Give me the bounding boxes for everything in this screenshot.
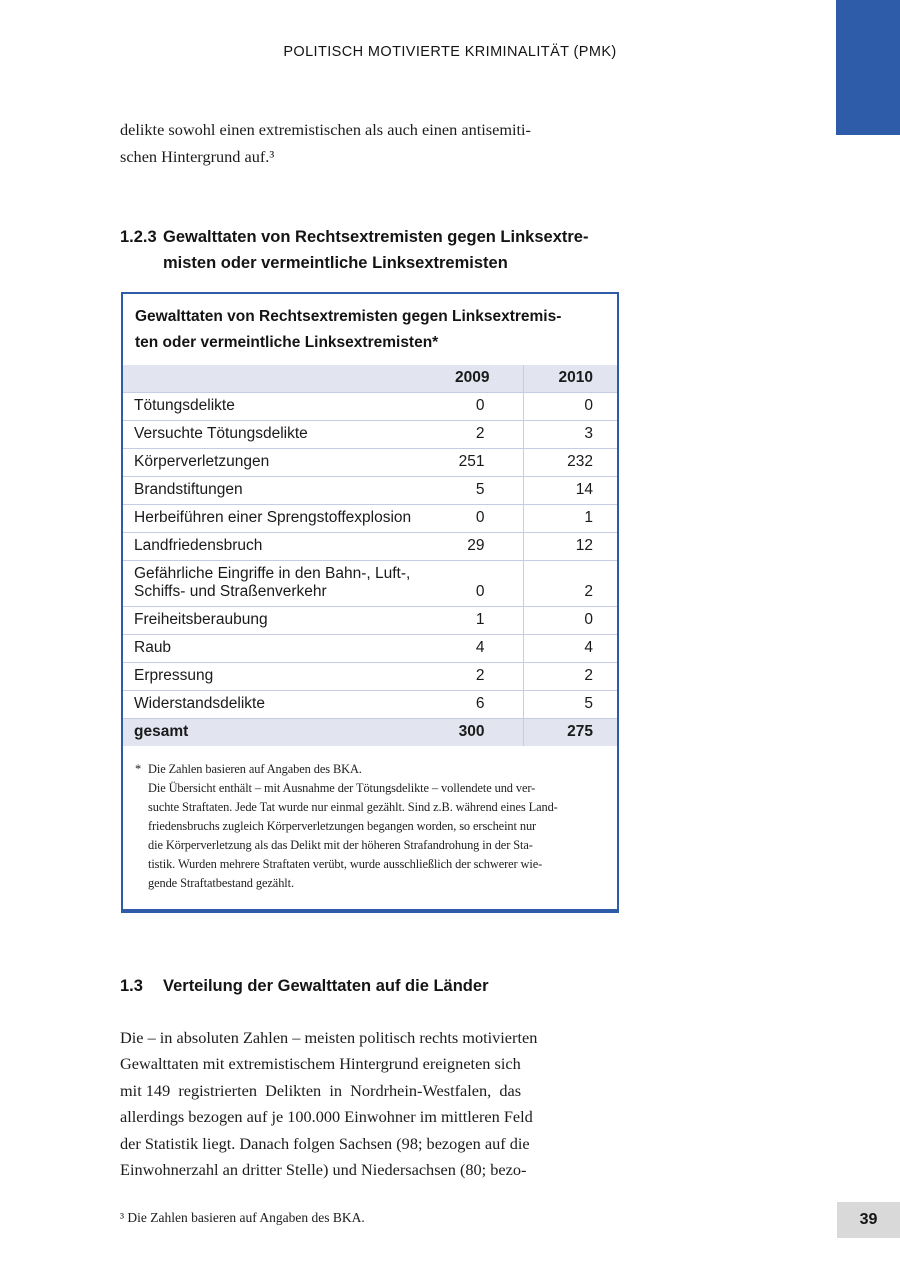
footnote-line-1: Die Zahlen basieren auf Angaben des BKA. <box>148 762 362 776</box>
row-label: Freiheitsberaubung <box>123 606 455 635</box>
value-2009: 29 <box>455 532 524 561</box>
table-row: Landfriedensbruch 29 12 <box>123 532 617 561</box>
page-content: delikte sowohl einen extremistischen als… <box>120 0 620 1227</box>
value-2010: 4 <box>523 634 617 663</box>
section-title: Gewalttaten von Rechtsextremisten gegen … <box>163 228 589 272</box>
table-row: Erpressung 2 2 <box>123 662 617 691</box>
page-number: 39 <box>859 1211 878 1228</box>
body-paragraph: Die – in absoluten Zahlen – meisten poli… <box>120 1028 538 1180</box>
table-row: Freiheitsberaubung 1 0 <box>123 606 617 635</box>
row-label: Gefährliche Eingriffe in den Bahn-, Luft… <box>123 560 455 607</box>
value-2009: 6 <box>455 690 524 719</box>
value-2009: 2 <box>455 420 524 449</box>
value-2010: 0 <box>523 392 617 421</box>
statistics-table: 2009 2010 Tötungsdelikte 0 0 Versuchte T… <box>123 365 617 746</box>
value-2010: 12 <box>523 532 617 561</box>
row-label: Herbeiführen einer Sprengstoffexplosion <box>123 504 455 533</box>
value-2009: 251 <box>455 448 524 477</box>
row-label: Widerstandsdelikte <box>123 690 455 719</box>
value-2010: 3 <box>523 420 617 449</box>
corner-accent-rect <box>836 0 900 135</box>
table-header-row: 2009 2010 <box>123 365 617 393</box>
table-row: Raub 4 4 <box>123 634 617 663</box>
value-2009: 0 <box>455 560 524 607</box>
footnote-last-line: gende Straftatbestand gezählt. <box>148 876 294 890</box>
header-empty-cell <box>123 365 455 393</box>
statistics-table-box: Gewalttaten von Rechtsextremisten gegen … <box>121 292 619 913</box>
row-label: Erpressung <box>123 662 455 691</box>
total-label: gesamt <box>123 718 455 746</box>
section-number: 1.3 <box>120 977 143 995</box>
table-title: Gewalttaten von Rechtsextremisten gegen … <box>135 308 562 351</box>
table-row: Herbeiführen einer Sprengstoffexplosion … <box>123 504 617 533</box>
header-2010: 2010 <box>523 365 617 393</box>
section-number: 1.2.3 <box>120 228 157 246</box>
table-row: Gefährliche Eingriffe in den Bahn-, Luft… <box>123 560 617 607</box>
value-2010: 2 <box>523 662 617 691</box>
value-2009: 4 <box>455 634 524 663</box>
row-label: Versuchte Tötungsdelikte <box>123 420 455 449</box>
page-number-box: 39 <box>837 1202 900 1238</box>
page-footnote-3: ³ Die Zahlen basieren auf Angaben des BK… <box>120 1210 365 1226</box>
section-title: Verteilung der Gewalttaten auf die Lände… <box>163 977 489 995</box>
row-label: Körperverletzungen <box>123 448 455 477</box>
value-2010: 232 <box>523 448 617 477</box>
table-row: Tötungsdelikte 0 0 <box>123 392 617 421</box>
value-2010: 5 <box>523 690 617 719</box>
value-2010: 1 <box>523 504 617 533</box>
value-2009: 2 <box>455 662 524 691</box>
row-label: Brandstiftungen <box>123 476 455 505</box>
intro-paragraph: delikte sowohl einen extremistischen als… <box>120 120 531 166</box>
table-row: Körperverletzungen 251 232 <box>123 448 617 477</box>
running-head-title: POLITISCH MOTIVIERTE KRIMINALITÄT (PMK) <box>283 44 617 60</box>
table-footnote: * Die Zahlen basieren auf Angaben des BK… <box>135 760 604 893</box>
total-2010: 275 <box>523 718 617 746</box>
value-2009: 5 <box>455 476 524 505</box>
row-label: Raub <box>123 634 455 663</box>
table-row: Widerstandsdelikte 6 5 <box>123 690 617 719</box>
row-label: Landfriedensbruch <box>123 532 455 561</box>
value-2010: 0 <box>523 606 617 635</box>
value-2010: 14 <box>523 476 617 505</box>
footnote-body: Die Übersicht enthält – mit Ausnahme der… <box>148 781 558 871</box>
footnote-text: Die Zahlen basieren auf Angaben des BKA.… <box>148 760 604 893</box>
total-2009: 300 <box>455 718 524 746</box>
section-heading-123: 1.2.3 Gewalttaten von Rechtsextremisten … <box>120 224 620 276</box>
section-heading-13: 1.3 Verteilung der Gewalttaten auf die L… <box>120 973 620 999</box>
row-label: Tötungsdelikte <box>123 392 455 421</box>
value-2009: 0 <box>455 392 524 421</box>
value-2009: 1 <box>455 606 524 635</box>
value-2010: 2 <box>523 560 617 607</box>
table-total-row: gesamt 300 275 <box>123 718 617 746</box>
header-2009: 2009 <box>455 365 524 393</box>
table-row: Versuchte Tötungsdelikte 2 3 <box>123 420 617 449</box>
value-2009: 0 <box>455 504 524 533</box>
table-row: Brandstiftungen 5 14 <box>123 476 617 505</box>
footnote-asterisk: * <box>135 762 142 776</box>
